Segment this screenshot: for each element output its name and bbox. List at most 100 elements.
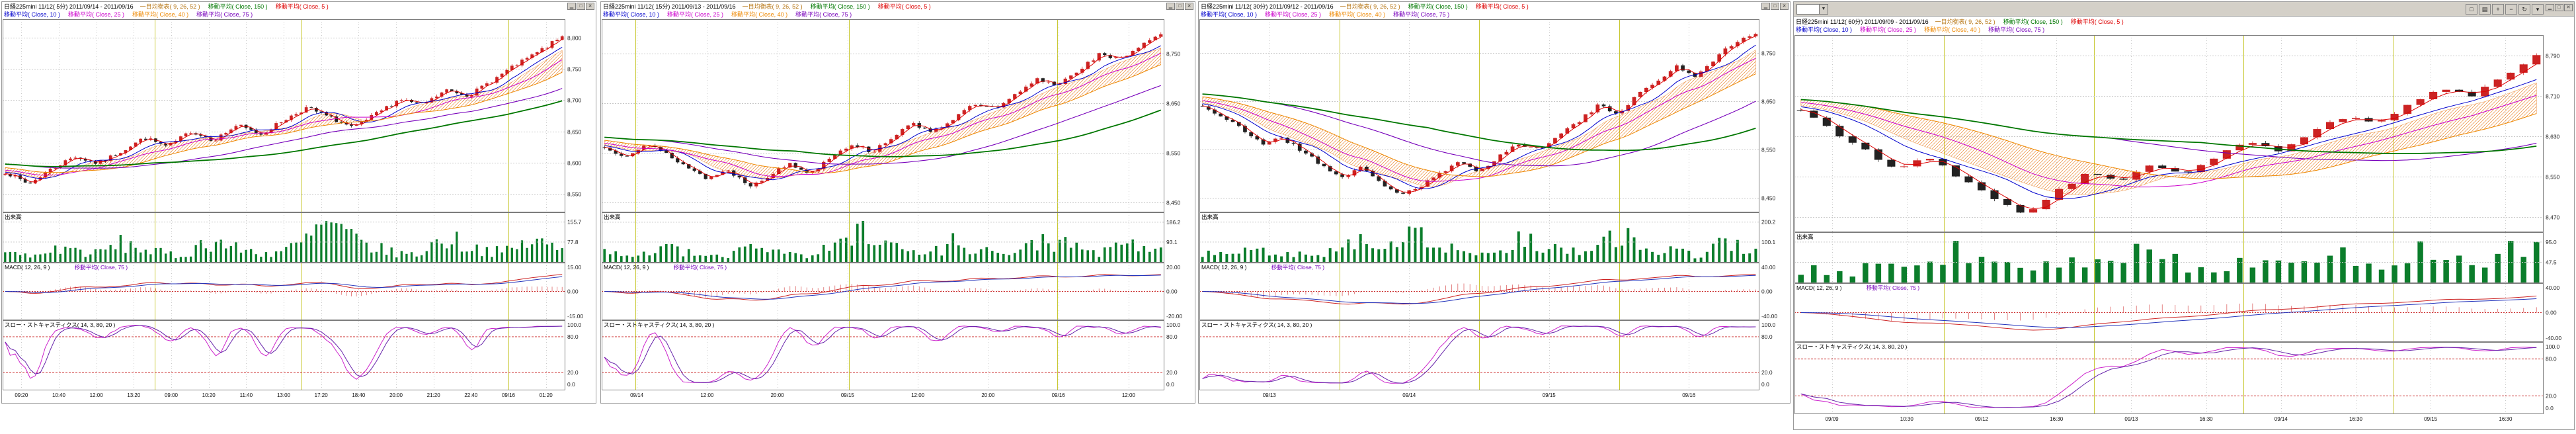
- maximize-button[interactable]: □: [2555, 4, 2563, 11]
- chart-header: 日経225mini 11/12( 60分) 2011/09/09 - 2011/…: [1796, 18, 2545, 26]
- chart-area[interactable]: 8,790 8,710 8,630 8,550 8,470 95.0 47.5 出来高 40.0…: [1794, 35, 2573, 415]
- svg-text:8,550: 8,550: [567, 191, 582, 198]
- svg-text:8,750: 8,750: [567, 66, 582, 73]
- time-label: 20:00: [770, 392, 784, 398]
- indicator-label: 移動平均( Close, 40 ): [1329, 11, 1386, 18]
- svg-text:スロー・ストキャスティクス( 14, 3, 80, 20 ): スロー・ストキャスティクス( 14, 3, 80, 20 ): [1201, 322, 1312, 328]
- time-label: 12:00: [700, 392, 714, 398]
- svg-text:MACD( 12, 26, 9 ): MACD( 12, 26, 9 ): [604, 264, 649, 271]
- time-axis: 09/13 09/14 09/15 09/16: [1199, 392, 1759, 400]
- indicator-label: 移動平均( Close, 40 ): [1924, 26, 1981, 33]
- chart-area[interactable]: 8,750 8,650 8,550 8,450 186.2 93.1 出来高 20.00 0.0…: [602, 19, 1194, 391]
- time-label: 10:40: [52, 392, 66, 398]
- chart-title: 日経225mini 11/12( 5分) 2011/09/14 - 2011/0…: [4, 3, 134, 10]
- minimize-button[interactable]: ▁: [2546, 4, 2554, 11]
- chart-canvas: 8,750 8,650 8,550 8,450 186.2 93.1 出来高 20.00 0.0…: [602, 19, 1182, 390]
- indicator-label: 移動平均( Close, 5 ): [877, 3, 931, 10]
- maximize-button[interactable]: □: [1771, 3, 1779, 10]
- time-label: 13:00: [276, 392, 291, 398]
- svg-text:スロー・ストキャスティクス( 14, 3, 80, 20 ): スロー・ストキャスティクス( 14, 3, 80, 20 ): [1796, 343, 1908, 350]
- svg-text:8,700: 8,700: [567, 97, 582, 104]
- svg-text:-15.00: -15.00: [567, 313, 583, 320]
- chart-title: 日経225mini 11/12( 60分) 2011/09/09 - 2011/…: [1796, 19, 1929, 25]
- svg-text:80.0: 80.0: [1761, 333, 1773, 340]
- chart-window-30min: ▁ □ ✕ 日経225mini 11/12( 30分) 2011/09/12 -…: [1198, 1, 1791, 404]
- svg-text:20.0: 20.0: [567, 369, 579, 376]
- indicator-label: 移動平均( Close, 150 ): [810, 3, 870, 10]
- svg-text:0.00: 0.00: [567, 288, 579, 295]
- time-label: 09:20: [15, 392, 28, 398]
- maximize-button[interactable]: □: [577, 3, 585, 10]
- time-label: 09/14: [2274, 416, 2288, 422]
- chart-header-row2: 移動平均( Close, 10 ) 移動平均( Close, 25 ) 移動平均( …: [1796, 26, 2545, 34]
- svg-text:8,710: 8,710: [2546, 93, 2560, 100]
- maximize-button[interactable]: □: [1176, 3, 1184, 10]
- minimize-button[interactable]: ▁: [1761, 3, 1770, 10]
- indicator-label: 移動平均( Close, 40 ): [132, 11, 189, 18]
- chart-area[interactable]: 8,800 8,750 8,700 8,650 8,600 8,550 155.7 77.8 出…: [3, 19, 595, 391]
- time-label: 09/14: [630, 392, 644, 398]
- svg-text:0.00: 0.00: [1166, 288, 1178, 295]
- svg-text:8,650: 8,650: [1761, 99, 1776, 105]
- time-label: 09/13: [2124, 416, 2138, 422]
- svg-text:出来高: 出来高: [5, 214, 22, 220]
- period-dropdown-button[interactable]: ▾: [2532, 3, 2544, 15]
- time-label: 09/13: [1262, 392, 1276, 398]
- time-label: 12:00: [1121, 392, 1135, 398]
- time-label: 16:30: [2199, 416, 2213, 422]
- svg-text:8,650: 8,650: [1166, 101, 1181, 107]
- chart-canvas: 8,750 8,650 8,550 8,450 200.2 100.1 出来高 40.00 0.…: [1199, 19, 1777, 390]
- time-label: 20:00: [981, 392, 995, 398]
- close-button[interactable]: ✕: [2564, 4, 2573, 11]
- zoom-out-button[interactable]: −: [2505, 3, 2517, 15]
- chart-header: 日経225mini 11/12( 15分) 2011/09/13 - 2011/…: [603, 3, 1166, 11]
- svg-text:100.0: 100.0: [1761, 322, 1776, 328]
- indicator-label: 移動平均( Close, 5 ): [1475, 3, 1529, 10]
- symbol-selector[interactable]: ▼: [1796, 3, 1828, 15]
- chevron-down-icon: ▼: [1819, 4, 1828, 14]
- svg-text:スロー・ストキャスティクス( 14, 3, 80, 20 ): スロー・ストキャスティクス( 14, 3, 80, 20 ): [604, 322, 715, 328]
- indicator-label: 移動平均( Close, 10 ): [1201, 11, 1258, 18]
- zoom-in-button[interactable]: +: [2492, 3, 2504, 15]
- indicator-label: 移動平均( Close, 75 ): [196, 11, 253, 18]
- svg-text:80.0: 80.0: [1166, 333, 1178, 340]
- minimize-button[interactable]: ▁: [567, 3, 576, 10]
- indicator-label: 一目均衡表( 9, 26, 52 ): [140, 3, 200, 10]
- time-label: 09/15: [1542, 392, 1556, 398]
- window-controls: ▁ □ ✕: [1761, 3, 1789, 10]
- time-label: 09/16: [1682, 392, 1696, 398]
- time-label: 09/14: [1402, 392, 1416, 398]
- time-label: 10:30: [1900, 416, 1913, 422]
- toolbar: ▼ □ ▤ + − ↻ ▾: [1794, 2, 2574, 17]
- time-label: 09/09: [1825, 416, 1839, 422]
- time-axis: 09/09 10:30 09/12 16:30 09/13 16:30 09/14 16:30…: [1794, 416, 2543, 424]
- time-label: 20:00: [389, 392, 403, 398]
- minimize-button[interactable]: ▁: [1166, 3, 1175, 10]
- svg-text:20.00: 20.00: [1166, 264, 1181, 271]
- window-tile-button[interactable]: □: [2466, 3, 2477, 15]
- svg-text:40.00: 40.00: [1761, 264, 1776, 271]
- time-label: 09:00: [164, 392, 179, 398]
- close-button[interactable]: ✕: [1185, 3, 1193, 10]
- svg-text:15.00: 15.00: [567, 264, 582, 271]
- close-button[interactable]: ✕: [586, 3, 594, 10]
- list-view-button[interactable]: ▤: [2479, 3, 2491, 15]
- chart-area[interactable]: 8,750 8,650 8,550 8,450 200.2 100.1 出来高 40.00 0.…: [1199, 19, 1789, 391]
- time-label: 01:20: [539, 392, 553, 398]
- time-label: 17:20: [314, 392, 328, 398]
- svg-text:20.0: 20.0: [1166, 369, 1178, 376]
- svg-text:100.0: 100.0: [2546, 343, 2560, 350]
- refresh-button[interactable]: ↻: [2518, 3, 2530, 15]
- svg-text:MACD( 12, 26, 9 ): MACD( 12, 26, 9 ): [1201, 264, 1247, 271]
- svg-text:出来高: 出来高: [604, 214, 621, 220]
- window-controls: ▁ □ ✕: [1166, 3, 1193, 10]
- svg-text:186.2: 186.2: [1166, 219, 1181, 226]
- svg-text:77.8: 77.8: [567, 239, 579, 245]
- svg-text:95.0: 95.0: [2546, 239, 2557, 245]
- time-label: 16:30: [2349, 416, 2363, 422]
- svg-text:8,790: 8,790: [2546, 53, 2560, 60]
- close-button[interactable]: ✕: [1780, 3, 1789, 10]
- svg-text:0.00: 0.00: [2546, 310, 2557, 316]
- indicator-label: 一目均衡表( 9, 26, 52 ): [742, 3, 803, 10]
- svg-text:100.0: 100.0: [567, 322, 582, 328]
